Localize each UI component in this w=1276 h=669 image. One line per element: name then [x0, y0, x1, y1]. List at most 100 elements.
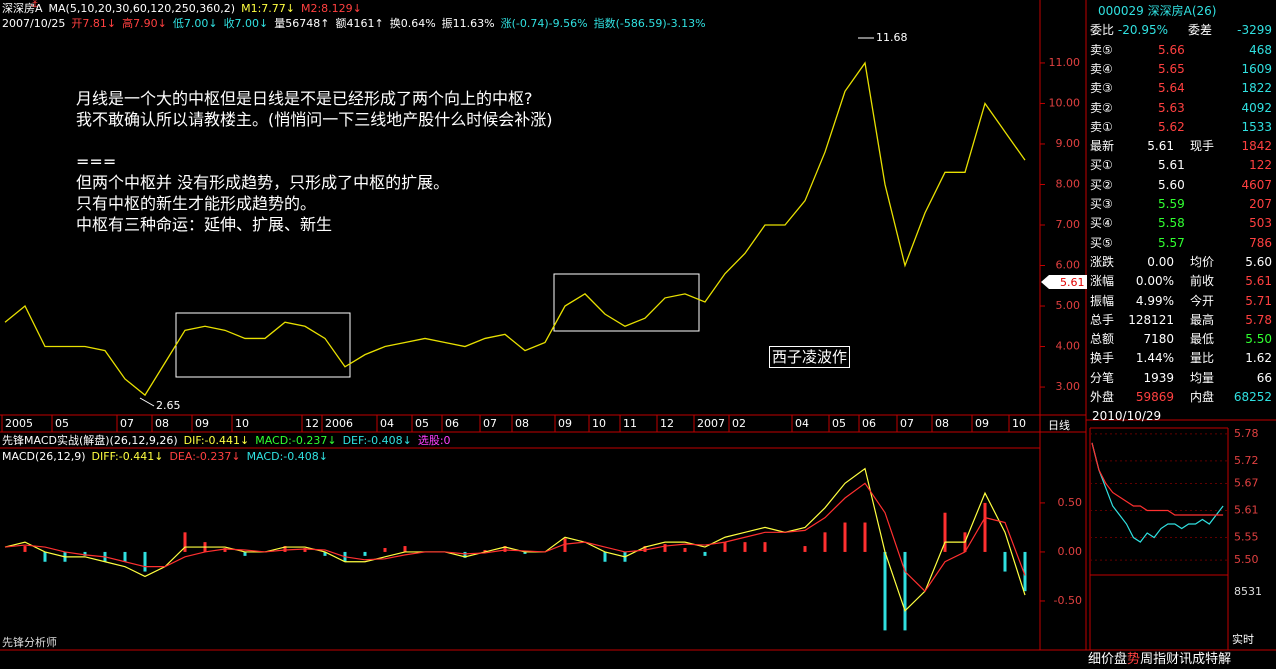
tab[interactable]: 成: [1192, 652, 1206, 667]
quote-cell: 1.44%: [1135, 351, 1174, 366]
quote-row: 买④ 5.58 503: [1088, 214, 1276, 233]
quote-cell: 最新: [1090, 139, 1115, 154]
high-label: 11.68: [876, 31, 908, 44]
macd-bar: [723, 542, 727, 552]
macd-bar: [383, 548, 387, 552]
date-label: 08: [155, 417, 169, 430]
macd-bar: [983, 502, 987, 552]
quote-row: 买③ 5.59 207: [1088, 195, 1276, 214]
tab[interactable]: 解: [1218, 652, 1232, 667]
quote-row: 涨幅 0.00% 前收 5.61: [1088, 272, 1276, 291]
annotation: 月线是一个大的中枢但是日线是不是已经形成了两个向上的中枢? 我不敢确认所以请教楼主…: [76, 88, 553, 235]
date-label: 09: [195, 417, 209, 430]
quote-label: 卖②: [1090, 100, 1113, 115]
low-pointer: [139, 397, 155, 407]
macd-bar: [683, 548, 687, 552]
quote-cell: 委差: [1188, 23, 1213, 38]
date-label: 10: [592, 417, 606, 430]
macd-header-item: DIF:-0.441↓: [183, 434, 250, 447]
quote-cell: 7180: [1143, 332, 1174, 347]
y-tick-label: 5.61: [1234, 503, 1259, 516]
tab[interactable]: 指: [1153, 652, 1167, 667]
quote-price: 5.59: [1158, 197, 1185, 211]
quote-cell: 换手: [1090, 351, 1115, 366]
quote-row: 买② 5.60 4607: [1088, 176, 1276, 195]
tab[interactable]: 细: [1088, 652, 1102, 667]
header-item: 2007/10/25: [2, 17, 66, 30]
icon: ⚓: [30, 0, 40, 10]
date-label: 2006: [325, 417, 353, 430]
quote-cell: 前收: [1190, 274, 1215, 289]
quote-cell: 分笔: [1090, 370, 1115, 385]
macd-header-item: 选股:0: [417, 434, 451, 447]
quote-label: 卖①: [1090, 119, 1113, 134]
quote-row: 卖③ 5.64 1822: [1088, 79, 1276, 98]
quote-row: 2010/10/29: [1088, 407, 1276, 426]
date-label: 06: [445, 417, 459, 430]
quote-cell: 外盘: [1090, 390, 1115, 404]
macd-bar: [663, 544, 667, 552]
quote-price: 5.63: [1158, 100, 1185, 115]
quote-cell: 1.62: [1245, 351, 1272, 366]
quote-row: 最新 5.61 现手 1842: [1088, 137, 1276, 156]
date-label: 02: [732, 417, 746, 430]
date-label: 09: [558, 417, 572, 430]
quote-label: 买②: [1090, 177, 1113, 192]
quote-cell: -20.95%: [1117, 23, 1168, 38]
quote-row: 卖⑤ 5.66 468: [1088, 41, 1276, 60]
date-label: 10: [1012, 417, 1026, 430]
y-tick-label: 5.72: [1234, 454, 1259, 467]
y-tick-label: 5.67: [1234, 476, 1259, 489]
macd-header-item: 先锋MACD实战(解盘)(26,12,9,26): [2, 434, 178, 447]
note-line: ===: [76, 152, 117, 171]
quote-row: 外盘 59869 内盘 68252: [1088, 388, 1276, 407]
quote-volume: 122: [1249, 158, 1272, 173]
note-line: 中枢有三种命运：延伸、扩展、新生: [76, 215, 333, 234]
tab[interactable]: 价: [1101, 652, 1115, 667]
macd-bar: [463, 551, 467, 558]
quote-cell: 现手: [1190, 139, 1215, 154]
quote-cell: 68252: [1233, 390, 1272, 404]
tab[interactable]: 特: [1205, 652, 1219, 667]
tab[interactable]: 盘: [1114, 652, 1128, 667]
quote-cell: 0.00: [1147, 254, 1174, 269]
quote-cell: 66: [1256, 370, 1272, 385]
quote-cell: 涨跌: [1090, 254, 1115, 269]
tab[interactable]: 势: [1127, 652, 1141, 667]
macd-bar: [323, 551, 327, 556]
tab[interactable]: 周: [1140, 652, 1154, 667]
date-label: 07: [483, 417, 497, 430]
quote-cell: 5.71: [1245, 293, 1272, 308]
y-tick-label: 9.00: [1056, 137, 1081, 150]
macd-bar: [883, 551, 887, 631]
tab[interactable]: 讯: [1179, 652, 1193, 667]
date-label: 05: [832, 417, 846, 430]
date-label: 04: [795, 417, 809, 430]
date-label: 08: [515, 417, 529, 430]
quote-volume: 207: [1249, 197, 1272, 211]
quote-row: 分笔 1939 均量 66: [1088, 369, 1276, 388]
mode-label: 实时: [1232, 632, 1254, 646]
macd-bar: [1003, 551, 1007, 572]
quote-row: 总额 7180 最低 5.50: [1088, 330, 1276, 349]
quote-label: 买⑤: [1090, 235, 1113, 250]
date-label: 08: [935, 417, 949, 430]
quote-volume: 468: [1249, 42, 1272, 57]
price-line: [4, 61, 1026, 397]
quote-cell: 最高: [1190, 312, 1215, 327]
macd-header-item: DIFF:-0.441↓: [91, 450, 164, 463]
quote-price: 5.57: [1158, 235, 1185, 250]
macd-bar: [603, 551, 607, 562]
quote-cell: 5.60: [1245, 254, 1272, 269]
quote-cell: 今开: [1190, 293, 1215, 308]
note-line: 月线是一个大的中枢但是日线是不是已经形成了两个向上的中枢?: [76, 89, 533, 108]
macd-header-item: DEA:-0.237↓: [169, 450, 241, 463]
tab[interactable]: 财: [1166, 652, 1180, 667]
quote-volume: 1533: [1241, 119, 1272, 134]
intraday-line: [1091, 442, 1224, 516]
y-tick-label: 10.00: [1049, 96, 1081, 109]
header-item: M1:7.77↓: [241, 2, 295, 15]
